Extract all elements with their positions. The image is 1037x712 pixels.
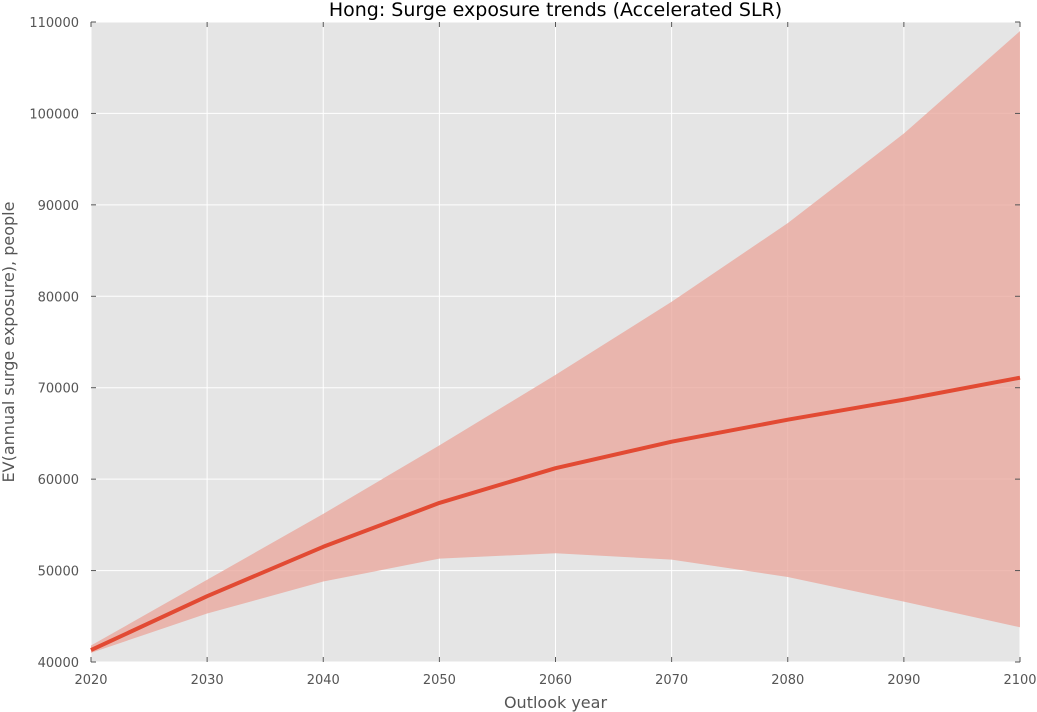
chart-title: Hong: Surge exposure trends (Accelerated… xyxy=(329,0,782,21)
x-axis-label: Outlook year xyxy=(504,693,608,712)
x-tick-label: 2030 xyxy=(191,673,224,688)
series-line xyxy=(90,375,1021,652)
x-tick-label: 2050 xyxy=(423,673,456,688)
x-tick-label: 2070 xyxy=(655,673,688,688)
x-tick-label: 2090 xyxy=(887,673,920,688)
y-axis-label: EV(annual surge exposure), people xyxy=(0,202,18,483)
x-tick-label: 2080 xyxy=(771,673,804,688)
tick-marks xyxy=(90,21,1021,663)
y-tick-label: 110000 xyxy=(29,16,79,31)
y-tick-label: 100000 xyxy=(29,107,79,122)
y-tick-label: 70000 xyxy=(38,382,79,397)
y-tick-label: 60000 xyxy=(38,473,79,488)
y-tick-label: 90000 xyxy=(38,199,79,214)
x-tick-labels: 2020 2030 2040 2050 2060 2070 2080 2090 2100 xyxy=(74,673,1036,688)
x-tick-label: 2100 xyxy=(1003,673,1036,688)
y-tick-labels: 40000 50000 60000 70000 80000 90000 100000 1100… xyxy=(29,16,79,671)
x-tick-label: 2040 xyxy=(307,673,340,688)
x-tick-label: 2020 xyxy=(74,673,107,688)
y-tick-label: 40000 xyxy=(38,656,79,671)
y-tick-label: 50000 xyxy=(38,565,79,580)
x-tick-label: 2060 xyxy=(539,673,572,688)
uncertainty-band xyxy=(91,31,1020,653)
y-tick-label: 80000 xyxy=(38,290,79,305)
